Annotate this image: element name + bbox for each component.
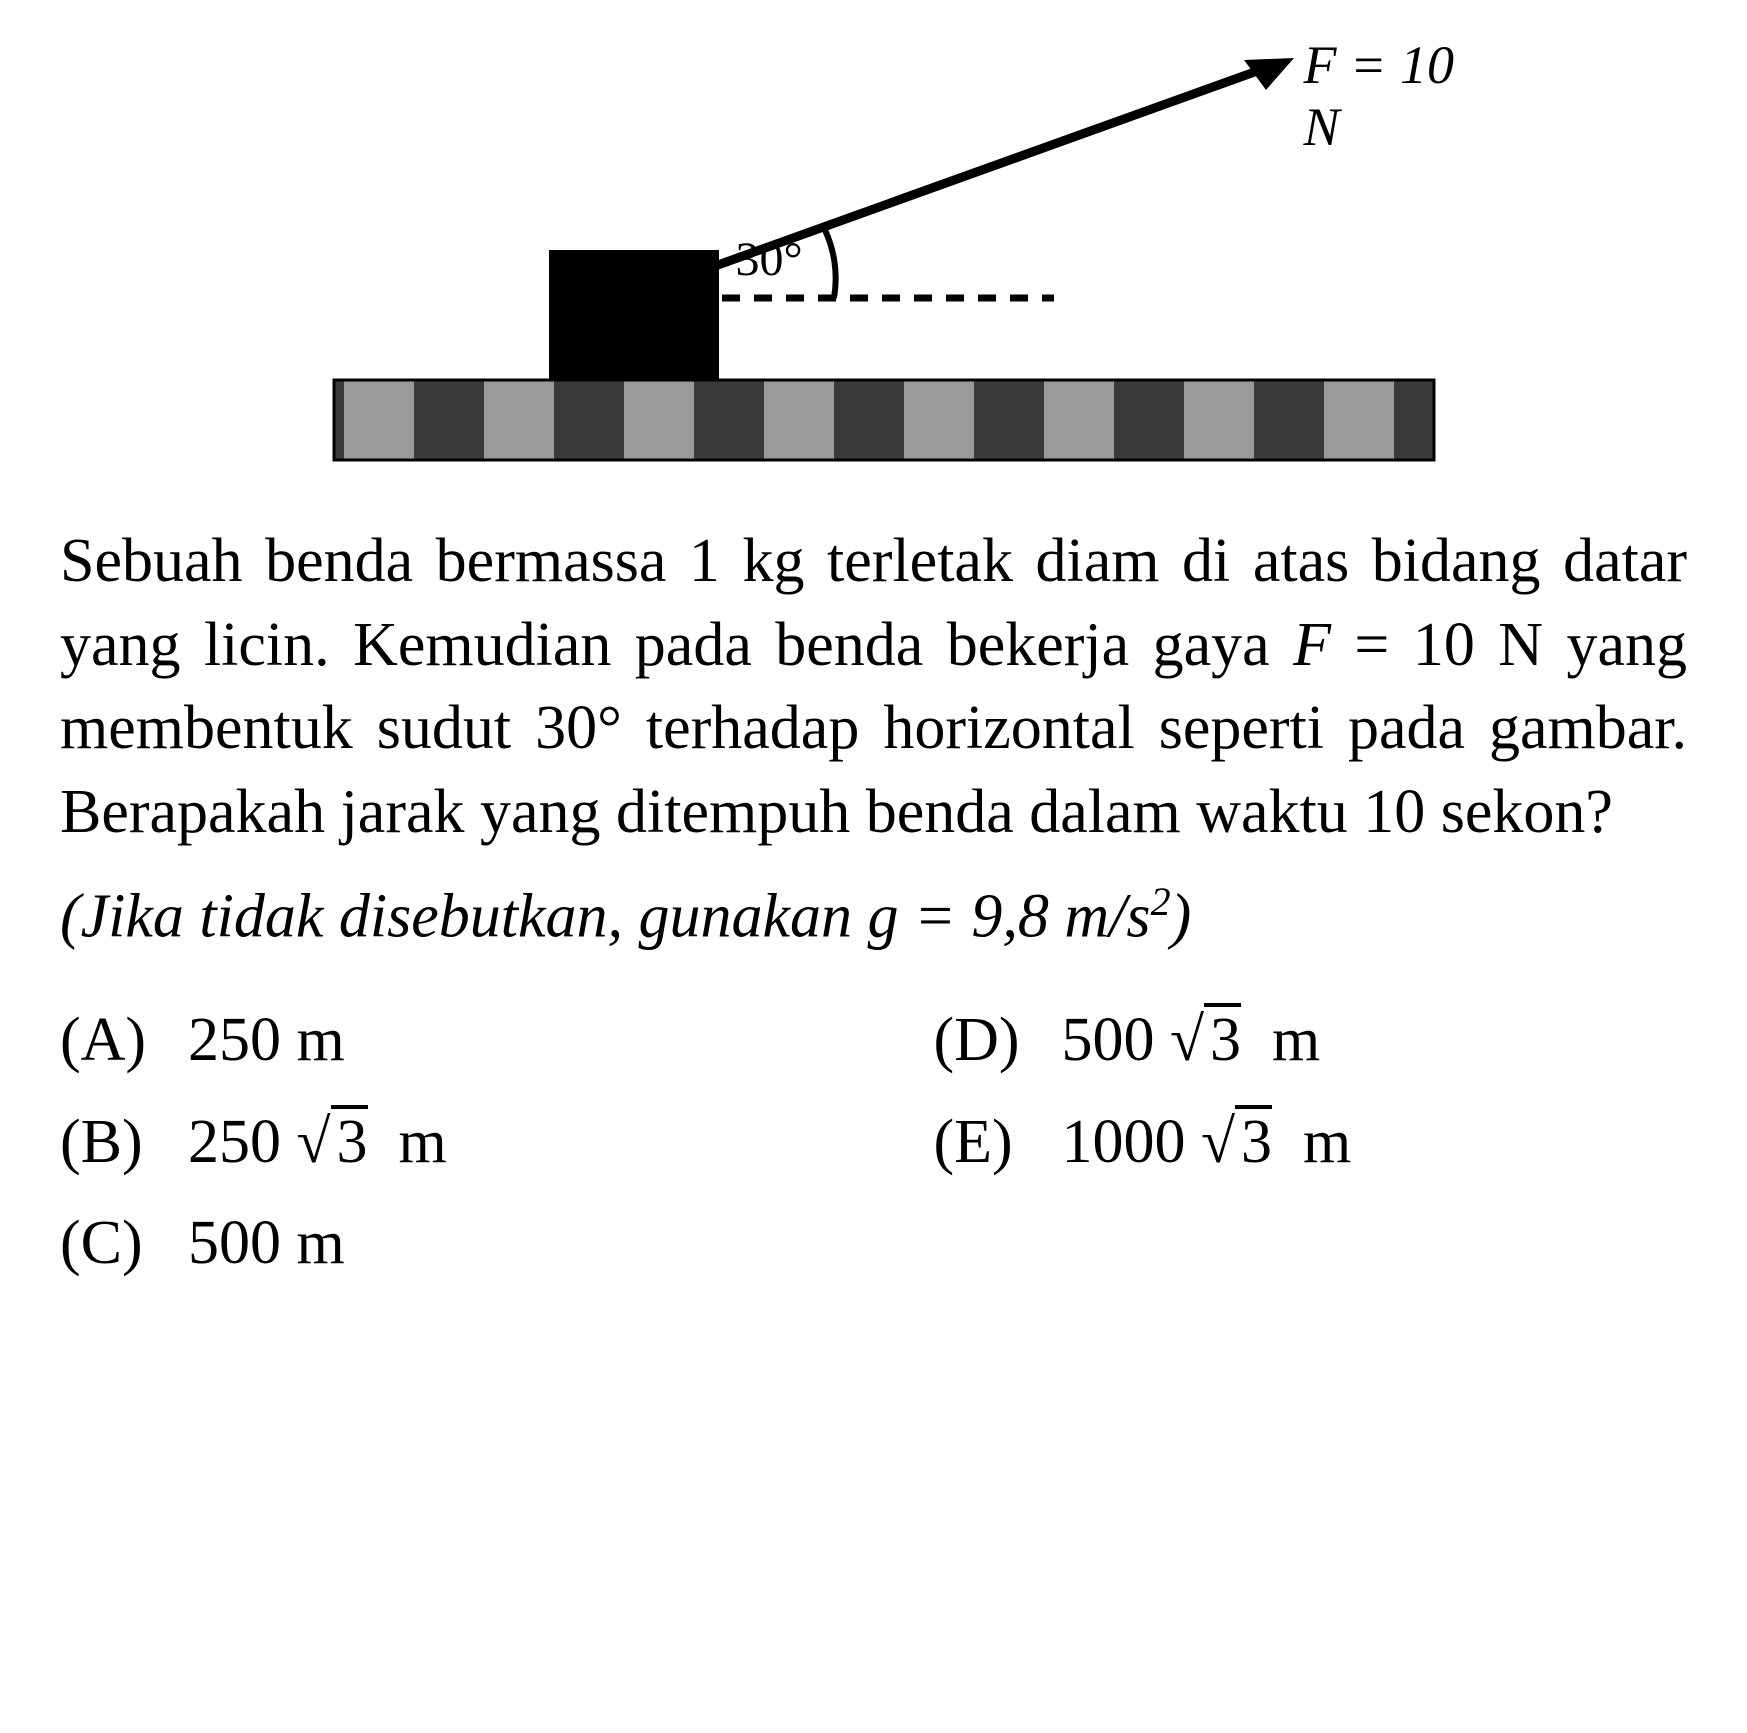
option-E: (E) 1000 √3 m <box>934 1101 1688 1185</box>
option-letter: (A) <box>60 999 170 1083</box>
option-C: (C) 500 m <box>60 1202 814 1286</box>
option-value: 250 √3 m <box>188 1101 447 1185</box>
physics-figure: F = 10 N 30° <box>274 40 1474 480</box>
option-letter: (D) <box>934 999 1044 1083</box>
option-letter: (B) <box>60 1101 170 1185</box>
option-value: 500 √3 m <box>1062 999 1321 1083</box>
option-A: (A) 250 m <box>60 999 814 1083</box>
note-text: (Jika tidak disebutkan, gunakan g = 9,8 … <box>60 875 1687 959</box>
block <box>549 250 719 380</box>
force-label: F = 10 N <box>1304 34 1474 158</box>
options-grid: (A) 250 m (D) 500 √3 m (B) 250 √3 m (E) … <box>60 999 1687 1286</box>
ground <box>334 380 1434 460</box>
figure-container: F = 10 N 30° <box>60 40 1687 480</box>
option-D: (D) 500 √3 m <box>934 999 1688 1083</box>
option-letter: (E) <box>934 1101 1044 1185</box>
option-B: (B) 250 √3 m <box>60 1101 814 1185</box>
angle-arc <box>824 228 836 298</box>
figure-svg <box>274 40 1474 480</box>
option-letter: (C) <box>60 1202 170 1286</box>
angle-label: 30° <box>736 232 803 287</box>
option-value: 1000 √3 m <box>1062 1101 1352 1185</box>
question-text: Sebuah benda bermassa 1 kg terletak diam… <box>60 520 1687 855</box>
option-value: 250 m <box>188 999 345 1083</box>
option-value: 500 m <box>188 1202 345 1286</box>
